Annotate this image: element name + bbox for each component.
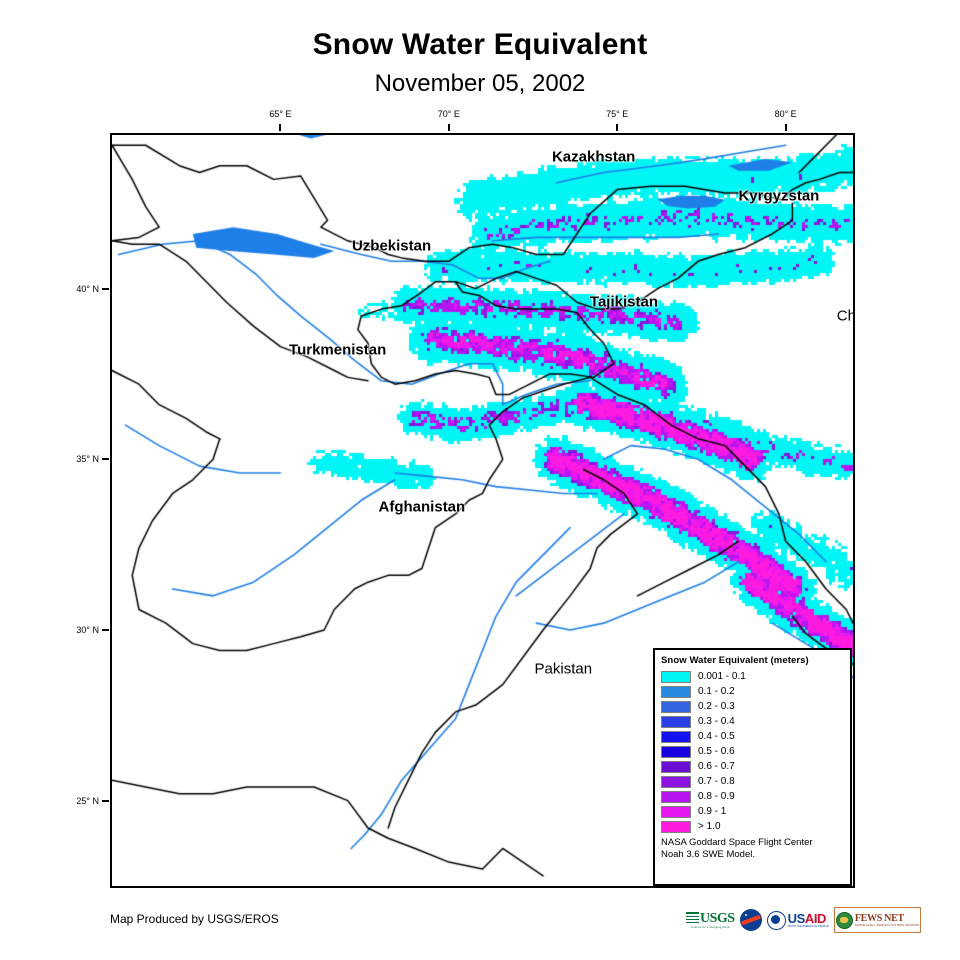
country-label-pakistan: Pakistan — [534, 660, 593, 678]
legend-swatch-10 — [661, 820, 691, 833]
lat-tick-label-1: 35° N — [76, 454, 99, 465]
usaid-wordmark: USAID — [787, 910, 827, 926]
lon-tick-label-0: 65° E — [269, 109, 292, 119]
nasa-logo — [739, 908, 762, 932]
legend-row-5: 0.5 - 0.6 — [660, 744, 845, 759]
fews-wordmark: FEWS NET — [854, 912, 904, 924]
legend-row-10: > 1.0 — [660, 819, 845, 834]
nasa-meatball-icon — [739, 909, 762, 931]
usgs-tagline: science for a changing world — [691, 925, 730, 929]
fews-globe-icon — [835, 911, 853, 929]
legend-swatch-9 — [661, 805, 691, 818]
legend-row-3: 0.3 - 0.4 — [660, 714, 845, 729]
usaid-logo: USAID FROM THE AMERICAN PEOPLE — [766, 908, 829, 932]
legend-row-4: 0.4 - 0.5 — [660, 729, 845, 744]
lon-tick-label-1: 70° E — [437, 109, 460, 119]
lat-tick-label-2: 30° N — [76, 624, 99, 635]
footer-produced-by: Map Produced by USGS/EROS — [110, 912, 279, 926]
lat-tick-mark-3 — [102, 799, 109, 802]
country-label-afghanistan: Afghanistan — [378, 498, 466, 516]
legend-label-9: 0.9 - 1 — [698, 805, 727, 817]
legend-swatch-2 — [661, 700, 691, 713]
legend-swatch-4 — [661, 730, 691, 743]
usgs-logo: USGS science for a changing world — [686, 908, 735, 932]
lon-tick-mark-1 — [447, 124, 450, 131]
legend-label-3: 0.3 - 0.4 — [698, 715, 735, 727]
legend-label-1: 0.1 - 0.2 — [698, 685, 735, 697]
legend-swatch-5 — [661, 745, 691, 758]
country-label-tajikistan: Tajikistan — [589, 293, 658, 311]
legend-label-0: 0.001 - 0.1 — [698, 670, 746, 682]
lat-tick-mark-1 — [102, 458, 109, 461]
legend-label-7: 0.7 - 0.8 — [698, 775, 735, 787]
usgs-wordmark: USGS — [700, 910, 735, 926]
legend-credit: NASA Goddard Space Flight Center Noah 3.… — [661, 837, 845, 860]
legend-row-1: 0.1 - 0.2 — [660, 684, 845, 699]
page-subtitle: November 05, 2002 — [374, 70, 586, 97]
legend-title: Snow Water Equivalent (meters) — [661, 655, 809, 666]
lat-tick-label-3: 25° N — [76, 795, 99, 806]
usgs-mark-icon — [686, 911, 699, 925]
country-label-china: China — [836, 307, 855, 325]
legend-swatch-7 — [661, 775, 691, 788]
page-title: Snow Water Equivalent — [312, 28, 648, 61]
lat-tick-mark-2 — [102, 628, 109, 631]
lat-tick-mark-0 — [102, 287, 109, 290]
legend-class-list: 0.001 - 0.1 0.1 - 0.2 0.2 - 0.3 0.3 - 0.4 0.… — [660, 669, 845, 834]
fews-tagline: FAMINE EARLY WARNING SYSTEMS NETWORK — [854, 923, 920, 927]
legend-panel: Snow Water Equivalent (meters) 0.001 - 0… — [653, 648, 852, 886]
legend-row-2: 0.2 - 0.3 — [660, 699, 845, 714]
legend-swatch-1 — [661, 685, 691, 698]
country-label-turkmenistan: Turkmenistan — [289, 341, 387, 359]
lat-tick-label-0: 40° N — [76, 283, 99, 294]
legend-label-10: > 1.0 — [698, 820, 721, 832]
map-frame: Kazakhstan Uzbekistan Kyrgyzstan Tajikistan… — [110, 133, 855, 888]
lon-tick-mark-3 — [784, 124, 787, 131]
legend-row-6: 0.6 - 0.7 — [660, 759, 845, 774]
country-label-kazakhstan: Kazakhstan — [551, 148, 636, 166]
legend-swatch-0 — [661, 670, 691, 683]
legend-row-8: 0.8 - 0.9 — [660, 789, 845, 804]
footer-logos: USGS science for a changing world USAID … — [686, 906, 922, 934]
usaid-tagline: FROM THE AMERICAN PEOPLE — [787, 924, 829, 928]
legend-label-5: 0.5 - 0.6 — [698, 745, 735, 757]
legend-row-9: 0.9 - 1 — [660, 804, 845, 819]
legend-swatch-3 — [661, 715, 691, 728]
legend-row-7: 0.7 - 0.8 — [660, 774, 845, 789]
legend-swatch-8 — [661, 790, 691, 803]
fews-net-logo: FEWS NET FAMINE EARLY WARNING SYSTEMS NE… — [833, 907, 922, 933]
lon-tick-mark-0 — [279, 124, 282, 131]
legend-swatch-6 — [661, 760, 691, 773]
legend-label-2: 0.2 - 0.3 — [698, 700, 735, 712]
country-label-kyrgyzstan: Kyrgyzstan — [738, 187, 820, 205]
legend-label-8: 0.8 - 0.9 — [698, 790, 735, 802]
legend-row-0: 0.001 - 0.1 — [660, 669, 845, 684]
lon-tick-label-3: 80° E — [774, 109, 797, 119]
lon-tick-label-2: 75° E — [606, 109, 629, 119]
legend-label-6: 0.6 - 0.7 — [698, 760, 735, 772]
legend-label-4: 0.4 - 0.5 — [698, 730, 735, 742]
legend-credit-line1: NASA Goddard Space Flight Center — [661, 837, 813, 848]
legend-credit-line2: Noah 3.6 SWE Model. — [661, 848, 755, 860]
country-label-uzbekistan: Uzbekistan — [351, 237, 432, 255]
usaid-seal-icon — [766, 910, 786, 930]
lon-tick-mark-2 — [616, 124, 619, 131]
